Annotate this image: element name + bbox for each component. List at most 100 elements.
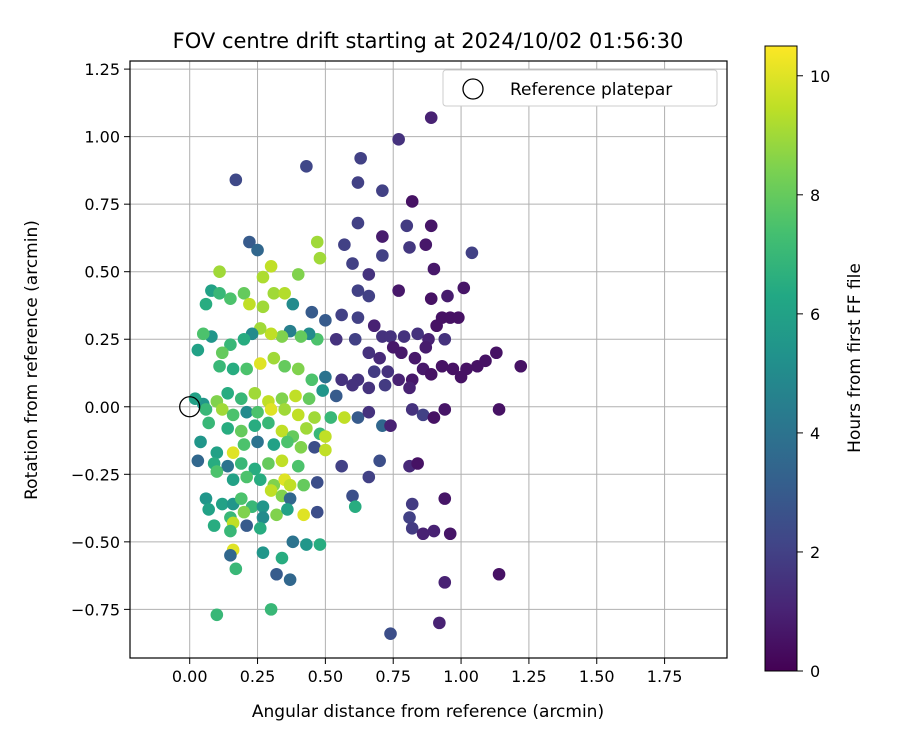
- data-point: [215, 497, 229, 511]
- data-point: [338, 238, 351, 251]
- data-point: [213, 287, 226, 300]
- data-point: [275, 551, 289, 565]
- data-point: [384, 330, 397, 343]
- data-point: [381, 365, 395, 378]
- data-point: [256, 511, 270, 524]
- data-point: [348, 500, 362, 514]
- data-point: [308, 440, 321, 454]
- data-point: [270, 508, 283, 522]
- data-point: [416, 408, 430, 422]
- data-point: [256, 300, 270, 314]
- data-point: [392, 284, 405, 297]
- data-point: [234, 457, 248, 470]
- data-point: [251, 243, 264, 257]
- data-point: [267, 351, 281, 365]
- data-point: [378, 378, 392, 392]
- data-point: [329, 389, 343, 403]
- data-point: [248, 419, 262, 432]
- data-point: [234, 392, 248, 405]
- data-point: [253, 473, 267, 487]
- x-tick-label: 1.75: [647, 667, 683, 686]
- data-point: [435, 359, 449, 373]
- data-point: [316, 384, 329, 397]
- data-point: [210, 608, 224, 622]
- data-point: [405, 403, 419, 416]
- legend-box: [442, 69, 718, 107]
- data-point: [392, 133, 405, 146]
- data-point: [427, 524, 441, 538]
- reference-platepar-marker: [179, 396, 201, 418]
- data-point: [264, 260, 278, 273]
- data-point: [351, 411, 365, 424]
- data-point: [191, 343, 205, 357]
- colorbar: 0 2 4 6 8 10 Hours from first FF file: [764, 45, 865, 681]
- data-point: [275, 424, 289, 438]
- y-tick-label: 1.25: [84, 60, 120, 79]
- data-point: [367, 365, 381, 378]
- data-point: [256, 500, 270, 514]
- data-point: [199, 403, 213, 416]
- data-point: [465, 246, 479, 260]
- data-point: [300, 538, 313, 551]
- data-point: [310, 476, 324, 489]
- data-point: [283, 478, 297, 492]
- data-point: [248, 462, 262, 476]
- y-tick-label: −0.50: [71, 533, 120, 552]
- data-point: [210, 465, 224, 478]
- data-point: [300, 160, 313, 173]
- data-point: [278, 287, 291, 300]
- data-point: [289, 389, 302, 403]
- data-point: [264, 403, 278, 416]
- data-point: [313, 251, 327, 265]
- data-point: [275, 392, 289, 405]
- data-point: [438, 332, 452, 346]
- colorbar-ticks: 0 2 4 6 8 10: [797, 67, 830, 681]
- data-point: [226, 408, 240, 422]
- data-point: [237, 332, 251, 346]
- data-point: [210, 446, 224, 459]
- data-point: [264, 603, 278, 616]
- data-point: [305, 373, 319, 387]
- data-point: [405, 195, 419, 208]
- data-point: [424, 111, 438, 125]
- colorbar-tick-label: 10: [810, 67, 830, 86]
- data-point: [403, 241, 416, 254]
- data-point: [221, 386, 234, 400]
- data-point: [319, 314, 332, 327]
- y-tick-label: −0.25: [71, 465, 120, 484]
- data-point: [305, 305, 319, 319]
- data-point: [237, 505, 251, 519]
- data-point: [346, 257, 359, 270]
- data-point: [215, 346, 229, 360]
- data-point: [319, 443, 332, 457]
- data-point: [411, 457, 424, 470]
- data-point: [207, 519, 221, 532]
- data-point: [351, 284, 365, 297]
- x-tick-label: 1.50: [579, 667, 615, 686]
- y-axis-ticks: −0.75 −0.50 −0.25 0.00 0.25 0.50 0.75 1.00 1.25: [71, 60, 130, 619]
- data-point: [452, 311, 465, 324]
- data-point: [392, 373, 405, 387]
- data-point: [278, 403, 291, 416]
- data-point: [490, 346, 503, 360]
- data-point: [213, 359, 226, 373]
- y-tick-label: 0.00: [84, 398, 120, 417]
- data-point: [310, 235, 324, 249]
- data-point: [240, 519, 253, 532]
- data-point: [283, 573, 297, 586]
- data-point: [262, 457, 275, 470]
- data-point: [354, 151, 367, 165]
- data-point: [427, 262, 441, 276]
- data-point: [416, 527, 430, 541]
- data-point: [367, 319, 381, 333]
- data-point: [408, 351, 422, 365]
- data-point: [362, 346, 376, 360]
- data-point: [438, 576, 452, 589]
- data-point: [297, 508, 310, 522]
- data-point: [294, 330, 308, 343]
- data-point: [286, 297, 300, 311]
- data-point: [224, 524, 237, 538]
- data-point: [283, 492, 297, 505]
- data-point: [243, 235, 256, 249]
